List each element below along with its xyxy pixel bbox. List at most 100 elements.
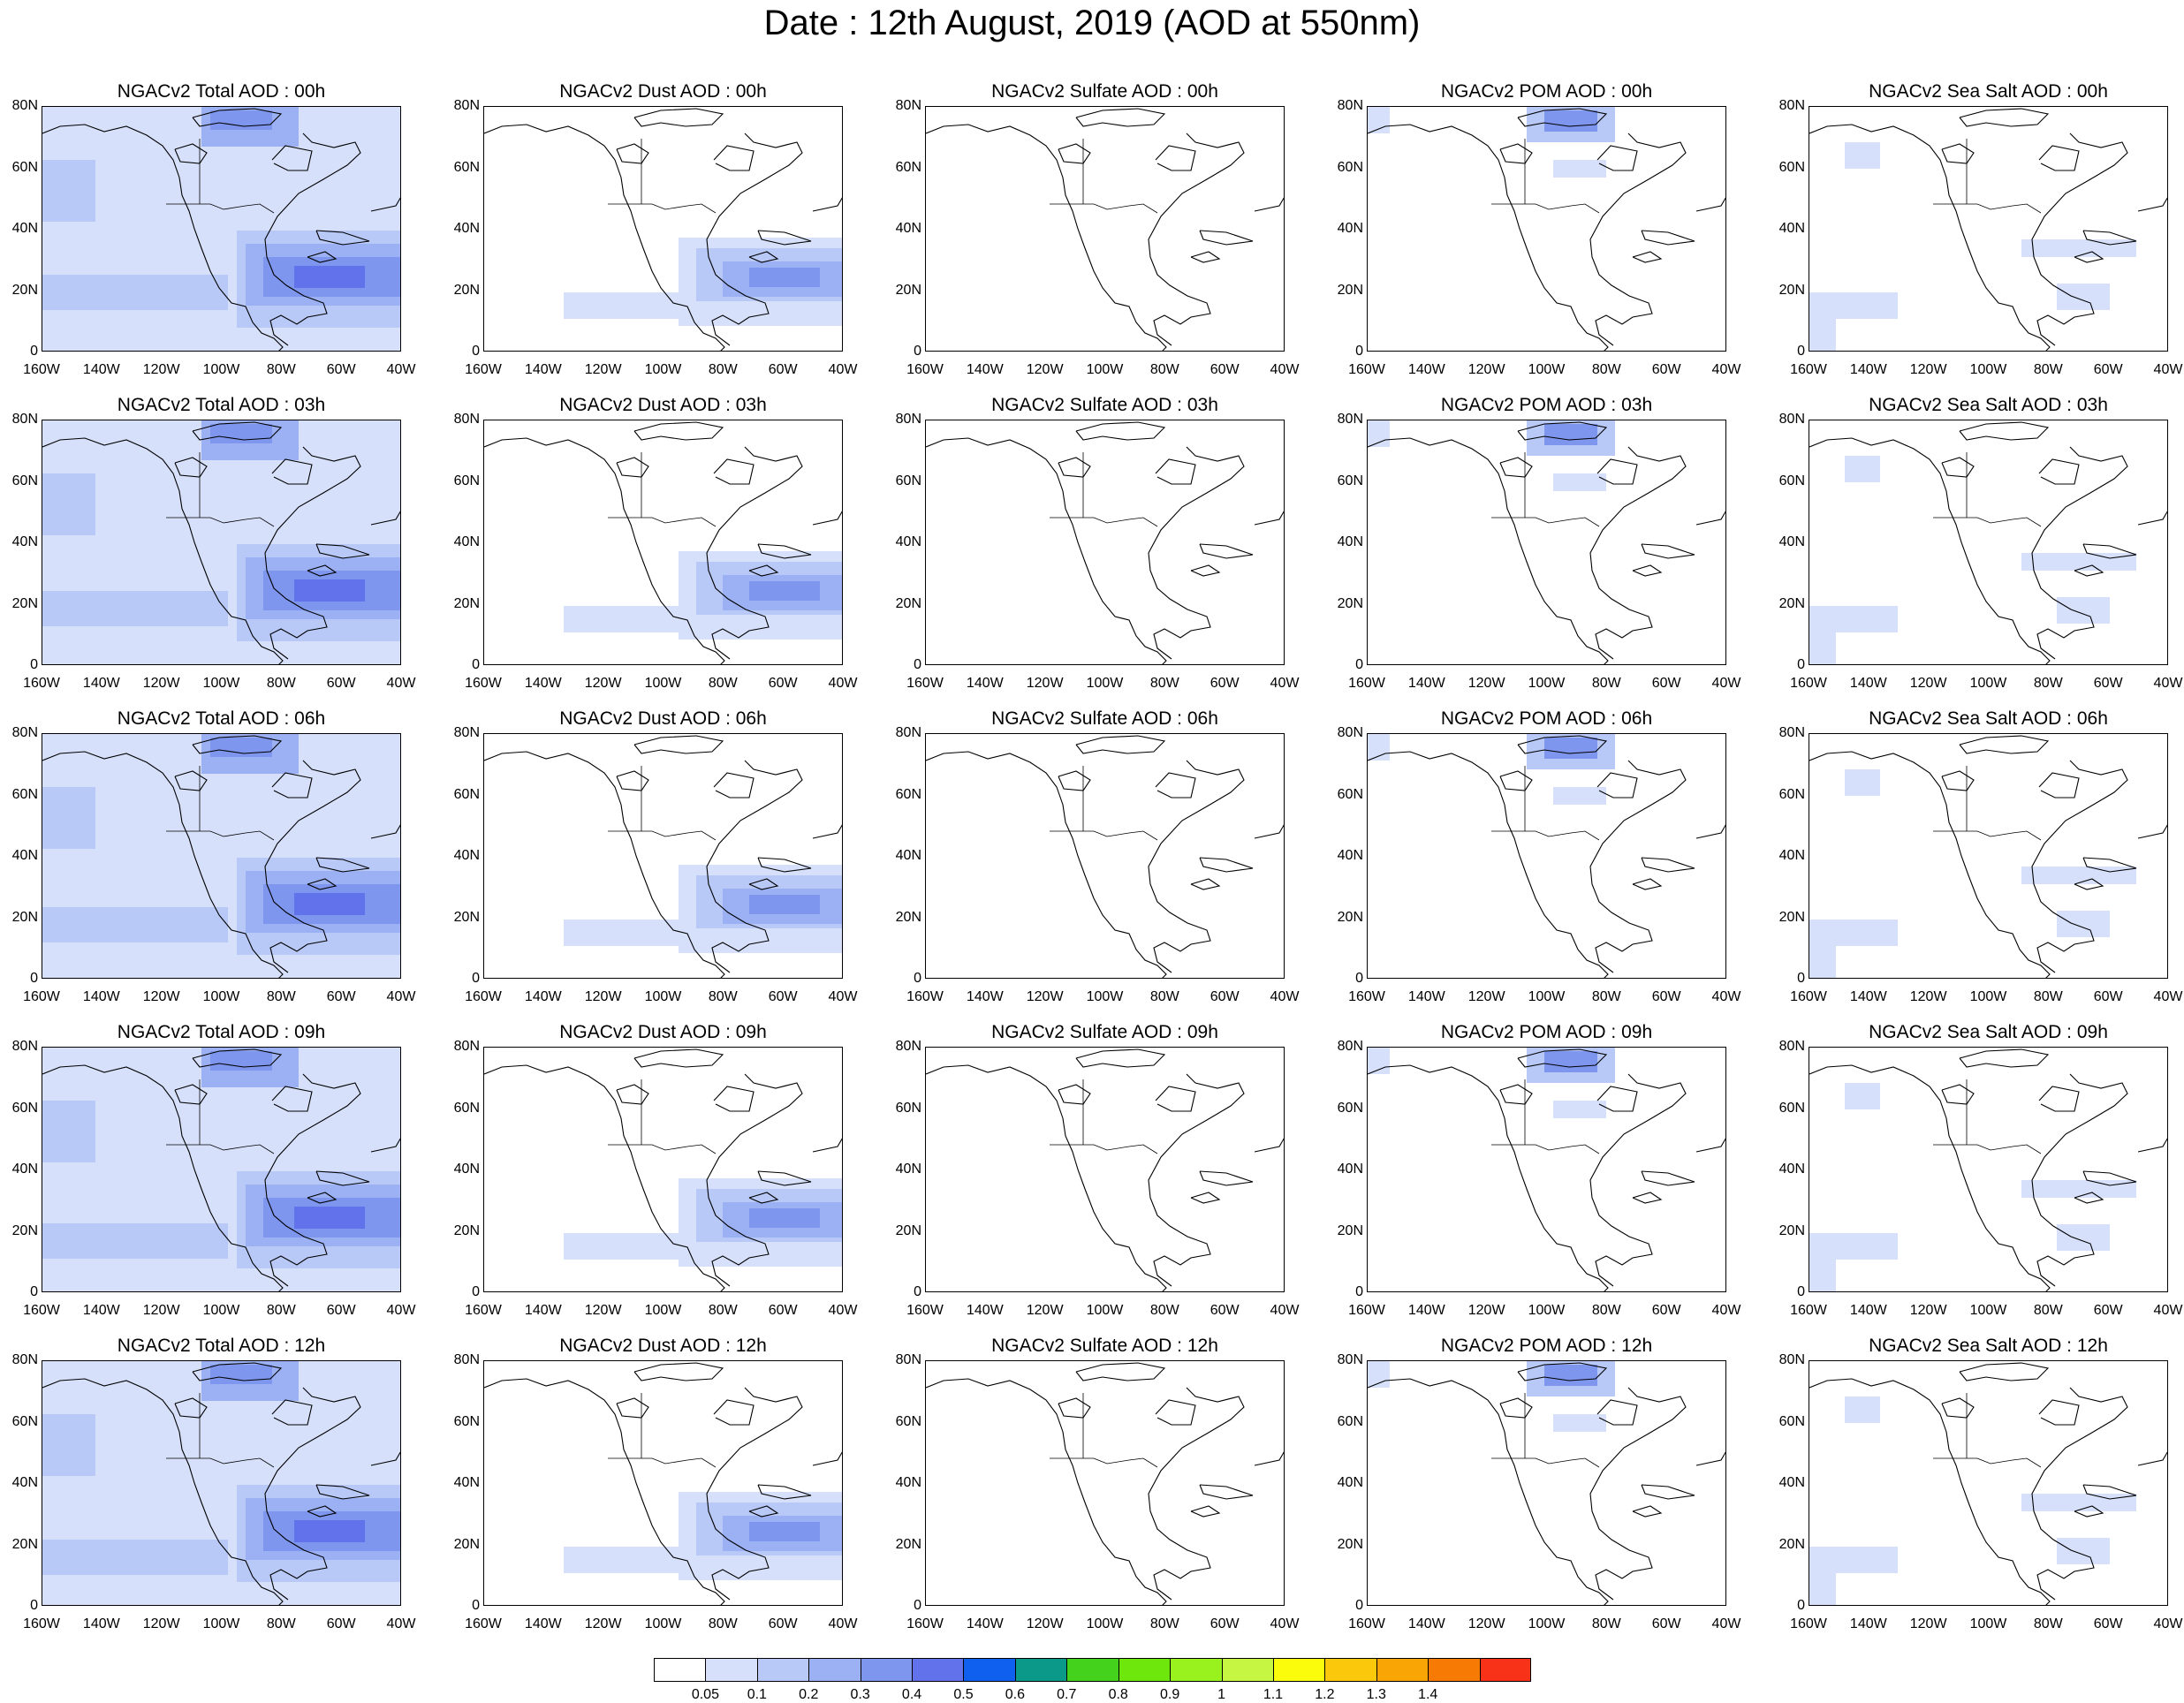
x-tick-label: 120W	[1465, 989, 1509, 1005]
aod-shade	[1553, 160, 1606, 178]
coastline	[714, 1400, 754, 1425]
x-tick-label: 40W	[1263, 1303, 1307, 1319]
y-tick-label: 80N	[1337, 412, 1363, 428]
aod-shade	[42, 591, 228, 626]
y-tick-label: 40N	[1778, 848, 1805, 864]
x-tick-label: 60W	[761, 1303, 805, 1319]
x-tick-label: 100W	[641, 1616, 686, 1632]
x-tick-label: 120W	[1023, 1303, 1067, 1319]
x-tick-label: 40W	[821, 1303, 865, 1319]
x-tick-label: 40W	[379, 1616, 423, 1632]
x-tick-label: 60W	[319, 1303, 363, 1319]
y-tick-label: 80N	[895, 725, 921, 741]
y-tick-label: 0	[1337, 657, 1363, 673]
coastline	[1960, 1049, 2048, 1067]
aod-map	[1368, 107, 1726, 352]
x-tick-label: 60W	[1202, 676, 1247, 692]
x-tick-label: 160W	[461, 676, 505, 692]
y-tick-label: 40N	[1778, 1162, 1805, 1177]
y-tick-label: 40N	[895, 1162, 921, 1177]
aod-shade	[210, 424, 272, 443]
coastline	[1191, 252, 1219, 262]
coastline	[2138, 1449, 2168, 1465]
colorbar-label: 0.6	[993, 1687, 1037, 1703]
aod-shade	[294, 893, 365, 915]
country-border	[1933, 1145, 2041, 1154]
x-tick-label: 40W	[821, 1616, 865, 1632]
y-tick-label: 0	[11, 1598, 38, 1614]
y-tick-label: 0	[453, 971, 480, 987]
x-tick-label: 80W	[259, 1303, 303, 1319]
country-border	[608, 518, 716, 526]
aod-shade	[210, 110, 272, 130]
y-tick-label: 20N	[11, 1537, 38, 1553]
coastline	[714, 1086, 754, 1111]
aod-shade	[1544, 424, 1597, 445]
y-tick-label: 20N	[453, 1223, 480, 1239]
coastline	[926, 125, 1166, 352]
coastline	[1076, 109, 1164, 126]
x-tick-label: 40W	[379, 989, 423, 1005]
colorbar-swatch	[1170, 1658, 1221, 1682]
aod-shade	[564, 1547, 679, 1573]
y-tick-label: 60N	[895, 473, 921, 489]
coastline	[714, 459, 754, 484]
coastline	[1960, 422, 2048, 440]
colorbar-swatch	[1324, 1658, 1376, 1682]
x-tick-label: 60W	[2086, 362, 2130, 378]
map-panel	[1367, 733, 1726, 979]
x-tick-label: 60W	[319, 362, 363, 378]
colorbar-swatch	[1015, 1658, 1066, 1682]
x-tick-label: 160W	[1786, 362, 1831, 378]
country-border	[608, 831, 716, 840]
aod-shade	[749, 1522, 820, 1541]
x-tick-label: 140W	[80, 1303, 124, 1319]
coastline	[813, 195, 843, 211]
y-tick-label: 20N	[1778, 283, 1805, 299]
aod-shade	[749, 895, 820, 914]
panel-title: NGACv2 Dust AOD : 09h	[434, 1022, 893, 1043]
aod-shade	[1845, 1396, 1880, 1423]
y-tick-label: 80N	[11, 1352, 38, 1368]
colorbar-label: 1.1	[1251, 1687, 1295, 1703]
y-tick-label: 20N	[1778, 1537, 1805, 1553]
x-tick-label: 40W	[1263, 989, 1307, 1005]
map-panel	[483, 733, 843, 979]
x-tick-label: 80W	[259, 1616, 303, 1632]
map-panel	[1367, 1047, 1726, 1292]
map-panel	[483, 1360, 843, 1606]
y-tick-label: 0	[1337, 971, 1363, 987]
x-tick-label: 60W	[1202, 989, 1247, 1005]
y-tick-label: 80N	[1337, 1039, 1363, 1055]
x-tick-label: 40W	[379, 1303, 423, 1319]
x-tick-label: 120W	[581, 362, 626, 378]
coastline	[813, 1136, 843, 1152]
coastline	[1156, 1400, 1195, 1425]
y-tick-label: 0	[1778, 657, 1805, 673]
panel-title: NGACv2 POM AOD : 12h	[1317, 1336, 1777, 1357]
coastline	[1191, 565, 1219, 576]
y-tick-label: 20N	[453, 283, 480, 299]
x-tick-label: 140W	[521, 1303, 565, 1319]
x-tick-label: 140W	[1405, 1303, 1449, 1319]
x-tick-label: 40W	[2146, 362, 2184, 378]
y-tick-label: 20N	[11, 283, 38, 299]
x-tick-label: 40W	[2146, 989, 2184, 1005]
coastline	[1076, 736, 1164, 753]
coastline	[1368, 438, 1608, 665]
aod-shade	[294, 579, 365, 602]
coastline	[634, 422, 723, 440]
aod-map	[484, 1361, 843, 1606]
colorbar-swatch	[861, 1658, 912, 1682]
coastline	[1191, 1192, 1219, 1203]
y-tick-label: 0	[895, 344, 921, 360]
x-tick-label: 140W	[521, 989, 565, 1005]
coastline	[1076, 1363, 1164, 1381]
aod-shade	[1544, 738, 1597, 759]
aod-map	[42, 1048, 401, 1292]
x-tick-label: 80W	[2026, 1616, 2070, 1632]
colorbar-swatch	[1376, 1658, 1428, 1682]
map-panel	[483, 1047, 843, 1292]
x-tick-label: 80W	[1142, 676, 1187, 692]
y-tick-label: 40N	[11, 534, 38, 550]
